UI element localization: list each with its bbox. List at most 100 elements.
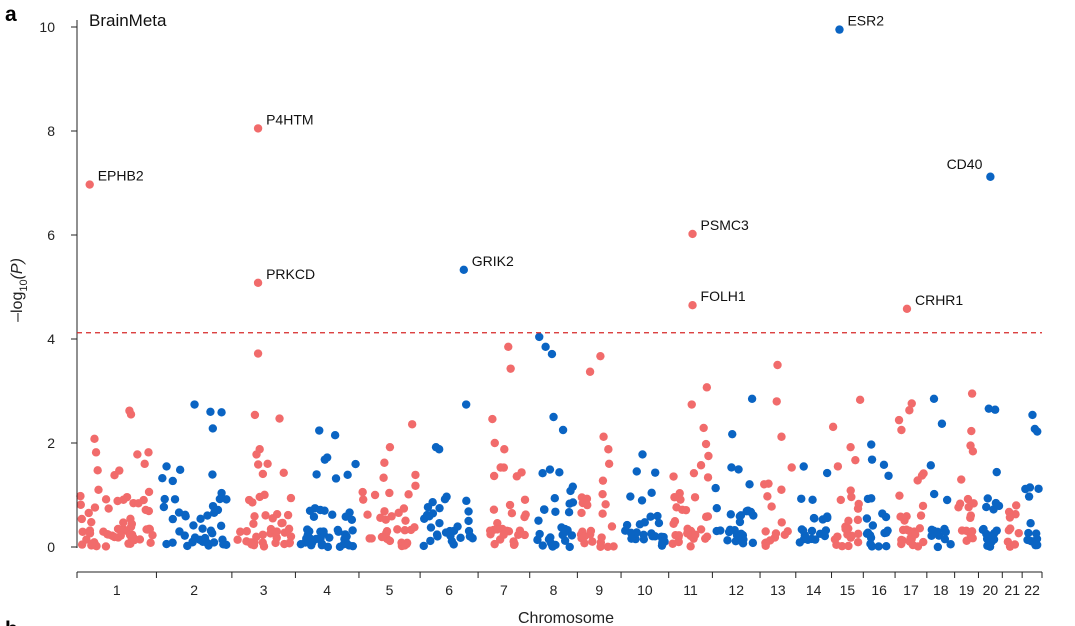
data-point <box>411 481 420 490</box>
gene-label-cd40: CD40 <box>947 156 983 172</box>
data-point <box>745 480 754 489</box>
data-point <box>913 476 922 485</box>
data-point <box>1010 540 1020 549</box>
data-point <box>213 505 223 515</box>
data-point <box>499 530 508 539</box>
data-point <box>632 467 641 476</box>
data-point <box>851 455 860 465</box>
data-point <box>272 527 282 536</box>
gene-label-psmc3: PSMC3 <box>701 217 749 233</box>
data-point <box>968 447 978 456</box>
data-point <box>735 512 745 521</box>
data-point <box>580 538 589 548</box>
data-point <box>514 530 523 540</box>
data-point <box>712 503 721 513</box>
data-point <box>87 539 97 549</box>
data-point <box>434 445 444 454</box>
data-point <box>639 530 648 540</box>
data-point <box>258 538 267 547</box>
data-point <box>841 524 850 534</box>
data-point <box>703 473 713 482</box>
data-point <box>967 389 977 398</box>
data-point <box>646 512 655 521</box>
data-point <box>319 527 328 536</box>
data-point <box>686 542 695 551</box>
data-point <box>283 510 293 520</box>
x-axis-title: Chromosome <box>518 610 614 626</box>
data-point <box>286 493 296 503</box>
data-point <box>103 529 112 539</box>
data-point <box>681 505 691 515</box>
data-point <box>253 349 263 358</box>
data-point <box>565 499 574 508</box>
data-point <box>208 529 217 538</box>
data-point <box>189 521 198 530</box>
data-point <box>78 527 87 536</box>
data-point <box>140 459 149 469</box>
data-point <box>133 450 142 459</box>
data-point <box>119 518 128 527</box>
data-point <box>342 532 351 541</box>
data-point <box>982 502 991 512</box>
data-point <box>175 527 184 536</box>
data-point <box>87 517 96 527</box>
data-point <box>967 426 976 436</box>
data-point <box>586 526 596 536</box>
data-point <box>351 459 360 469</box>
data-point <box>500 445 509 454</box>
gene-point-p4htm <box>253 124 263 133</box>
data-point <box>588 537 597 546</box>
data-point <box>918 501 928 511</box>
data-point <box>551 540 560 550</box>
data-point <box>808 495 817 505</box>
data-point <box>538 541 547 550</box>
data-point <box>410 523 419 532</box>
data-point <box>927 531 936 541</box>
data-point <box>828 422 838 432</box>
data-point <box>258 530 268 539</box>
data-point <box>598 509 607 518</box>
data-point <box>168 476 177 486</box>
data-point <box>596 542 605 551</box>
data-point <box>379 473 388 482</box>
data-point <box>907 399 916 408</box>
data-point <box>541 342 550 351</box>
x-tick-label: 9 <box>595 582 603 598</box>
data-point <box>846 533 855 542</box>
data-point <box>306 534 315 543</box>
x-tick-label: 13 <box>770 582 786 598</box>
data-point <box>787 463 796 472</box>
data-point <box>382 527 392 536</box>
data-point <box>261 511 270 520</box>
data-point <box>946 540 955 549</box>
data-point <box>926 461 936 470</box>
data-point <box>489 505 499 514</box>
panel-label: a <box>5 3 17 26</box>
data-point <box>748 538 758 548</box>
x-tick-label: 5 <box>386 582 394 598</box>
data-point <box>897 539 906 549</box>
data-point <box>867 440 876 449</box>
data-point <box>637 496 647 505</box>
data-point <box>218 535 227 544</box>
gene-label-grik2: GRIK2 <box>472 253 514 269</box>
data-point <box>846 486 855 495</box>
y-tick-label: 4 <box>47 331 55 347</box>
data-point <box>955 499 965 508</box>
data-point <box>115 466 124 475</box>
data-point <box>929 489 939 499</box>
data-point <box>818 515 827 524</box>
data-point <box>578 532 588 541</box>
data-point <box>359 495 368 504</box>
data-point <box>647 488 656 498</box>
data-point <box>419 541 428 551</box>
data-point <box>902 525 911 534</box>
data-point <box>126 410 136 419</box>
y-axis-title-log: –log <box>9 292 26 322</box>
gene-point-prkcd <box>253 278 263 288</box>
data-point <box>911 530 920 539</box>
data-point <box>734 535 744 545</box>
data-point <box>607 522 617 531</box>
gene-point-grik2 <box>459 265 468 275</box>
